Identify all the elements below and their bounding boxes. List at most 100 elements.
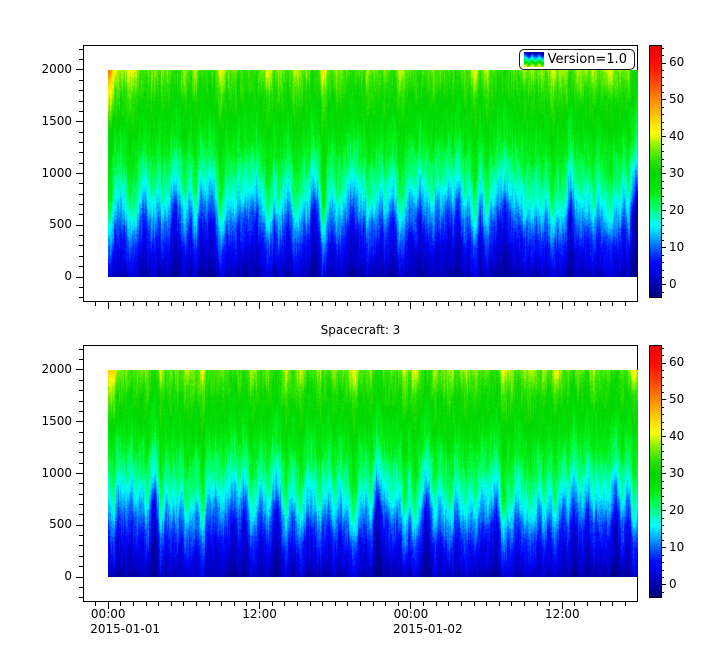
colorbar-minor-tick — [661, 466, 664, 467]
x-minor-tick — [624, 602, 626, 606]
x-major-tick — [410, 602, 412, 609]
x-minor-tick — [574, 302, 576, 306]
colorbar-minor-tick — [661, 532, 664, 534]
x-minor-tick — [624, 302, 626, 306]
colorbar-minor-tick — [661, 239, 664, 241]
colorbar-minor-tick — [661, 554, 664, 556]
y-minor-tick — [79, 555, 83, 557]
x-minor-tick — [397, 602, 399, 606]
x-minor-tick — [423, 602, 425, 606]
y-major-tick — [76, 524, 83, 526]
x-minor-tick — [460, 302, 462, 306]
x-minor-tick — [599, 602, 601, 606]
x-major-tick — [259, 602, 261, 609]
colorbar-minor-tick — [661, 525, 664, 527]
colorbar-major-tick — [661, 510, 666, 512]
colorbar-minor-tick — [661, 47, 664, 49]
x-minor-tick — [498, 302, 500, 306]
y-minor-tick — [79, 441, 83, 443]
y-tick-label: 1000 — [41, 165, 72, 180]
x-minor-tick — [271, 602, 273, 606]
colorbar-major-tick — [661, 62, 666, 64]
y-tick-label: 2000 — [41, 361, 72, 376]
y-minor-tick — [79, 535, 83, 537]
x-minor-tick — [435, 602, 437, 606]
y-minor-tick — [79, 204, 83, 206]
x-major-tick — [107, 602, 109, 609]
y-tick-label: 1500 — [41, 113, 72, 128]
y-tick-label: 0 — [64, 269, 72, 284]
colorbar-minor-tick — [661, 232, 664, 234]
x-minor-tick — [158, 602, 160, 606]
y-minor-tick — [79, 586, 83, 588]
y-tick-label: 500 — [49, 217, 72, 232]
x-minor-tick — [511, 602, 513, 606]
colorbar-major-tick — [661, 210, 666, 212]
y-major-tick — [76, 224, 83, 226]
y-minor-tick — [79, 110, 83, 112]
x-minor-tick — [511, 302, 513, 306]
colorbar-minor-tick — [661, 576, 664, 578]
x-minor-tick — [246, 602, 248, 606]
y-major-tick — [76, 473, 83, 474]
x-minor-tick — [170, 302, 172, 306]
x-minor-tick — [145, 302, 147, 306]
y-minor-tick — [79, 597, 83, 599]
x-minor-tick — [170, 602, 172, 606]
x-tick-time-label: 12:00 — [545, 607, 580, 621]
x-minor-tick — [423, 302, 425, 306]
colorbar-major-tick — [661, 473, 666, 475]
x-tick-date-label: 2015-01-01 — [90, 622, 160, 636]
y-minor-tick — [79, 235, 83, 237]
x-minor-tick — [296, 602, 298, 606]
colorbar-minor-tick — [661, 480, 664, 482]
y-minor-tick — [79, 266, 83, 268]
colorbar-minor-tick — [661, 569, 664, 571]
colorbar-minor-tick — [661, 291, 664, 293]
colorbar-minor-tick — [661, 158, 664, 160]
y-minor-tick — [79, 193, 83, 195]
x-minor-tick — [183, 602, 185, 606]
y-tick-label: 500 — [49, 517, 72, 532]
colorbar-tick-label: 0 — [669, 276, 677, 291]
x-minor-tick — [221, 602, 223, 606]
colorbar-minor-tick — [661, 276, 664, 278]
x-minor-tick — [498, 602, 500, 606]
x-minor-tick — [334, 302, 336, 306]
x-minor-tick — [95, 602, 97, 606]
y-minor-tick — [79, 431, 83, 433]
x-tick-time-label: 00:00 — [393, 607, 429, 621]
y-major-tick — [76, 173, 83, 174]
spectrogram-heatmap-top — [108, 70, 638, 277]
x-minor-tick — [599, 302, 601, 306]
x-minor-tick — [523, 302, 525, 306]
colorbar-major-tick — [661, 173, 666, 175]
y-minor-tick — [79, 410, 83, 412]
x-minor-tick — [574, 602, 576, 606]
x-minor-tick — [372, 302, 374, 306]
x-minor-tick — [347, 602, 349, 606]
y-minor-tick — [79, 359, 83, 361]
colorbar-minor-tick — [661, 129, 664, 131]
colorbar-tick-label: 10 — [669, 239, 685, 254]
colorbar-minor-tick — [661, 539, 664, 541]
x-minor-tick — [347, 302, 349, 306]
colorbar-minor-tick — [661, 55, 664, 57]
colorbar-minor-tick — [661, 502, 664, 504]
x-minor-tick — [360, 602, 361, 606]
y-minor-tick — [79, 379, 83, 381]
colorbar-minor-tick — [661, 188, 664, 190]
x-minor-tick — [322, 602, 324, 606]
x-minor-tick — [486, 302, 488, 306]
y-minor-tick — [79, 214, 83, 216]
colorbar-tick-label: 50 — [669, 391, 685, 406]
x-minor-tick — [612, 602, 614, 606]
x-minor-tick — [221, 302, 223, 306]
y-minor-tick — [79, 493, 83, 495]
colorbar-minor-tick — [661, 517, 664, 519]
y-minor-tick — [79, 100, 83, 102]
y-minor-tick — [79, 400, 83, 402]
colorbar-minor-tick — [661, 392, 664, 394]
x-major-tick — [561, 602, 563, 609]
x-minor-tick — [385, 302, 387, 306]
